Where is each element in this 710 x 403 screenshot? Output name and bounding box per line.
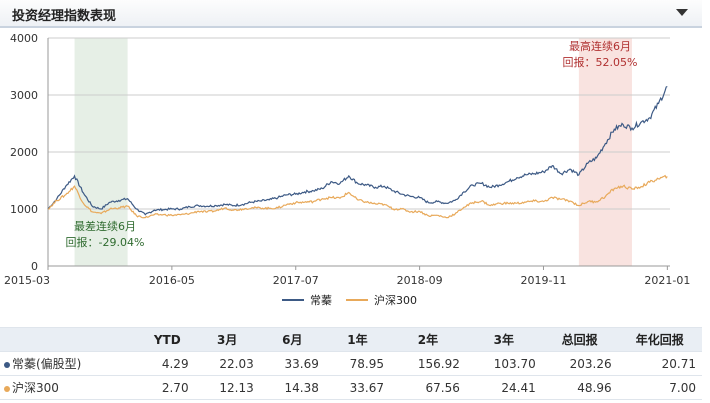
table-header <box>0 327 140 352</box>
table-header: 1年 <box>324 327 390 352</box>
table-cell: 22.03 <box>194 351 260 376</box>
table-header: 2年 <box>390 327 466 352</box>
table-header: 3月 <box>194 327 260 352</box>
x-tick-label: 2018-09 <box>397 274 443 287</box>
performance-chart: 0 1000 2000 3000 4000 2015-03 2016-05 2017-07 20… <box>4 32 690 307</box>
best-period-return: 回报：52.05% <box>563 55 638 69</box>
table-header: 3年 <box>465 327 542 352</box>
table-cell: 14.38 <box>259 375 325 400</box>
row-name-cell: 常蓁(偏股型) <box>0 351 140 376</box>
table-cell: 67.56 <box>390 375 466 400</box>
table-cell: 156.92 <box>390 351 466 376</box>
x-tick-label: 2021-01 <box>644 274 690 287</box>
x-tick-label: 2017-07 <box>273 274 319 287</box>
table-cell: 12.13 <box>194 375 260 400</box>
y-tick-label: 2000 <box>10 146 38 159</box>
table-row: 常蓁(偏股型) 4.29 22.03 33.69 78.95 156.92 10… <box>0 351 702 376</box>
worst-period-label: 最差连续6月 <box>74 219 136 233</box>
best-period-label: 最高连续6月 <box>569 39 631 53</box>
table-cell: 78.95 <box>324 351 390 376</box>
x-tick-label: 2015-03 <box>4 274 50 287</box>
worst-period-return: 回报：-29.04% <box>66 235 145 249</box>
table-cell: 20.71 <box>617 351 702 376</box>
x-tick-label: 2016-05 <box>149 274 195 287</box>
table-cell: 48.96 <box>541 375 618 400</box>
legend-label-changzhen: 常蓁 <box>310 294 332 307</box>
series1-bullet-icon <box>4 361 10 368</box>
series-line-hs300 <box>47 174 668 219</box>
panel-header: 投资经理指数表现 <box>0 0 702 28</box>
y-tick-label: 4000 <box>10 32 38 45</box>
table-header: 年化回报 <box>617 327 702 352</box>
table-header: 总回报 <box>541 327 618 352</box>
row-name: 常蓁(偏股型) <box>12 357 82 371</box>
x-tick-label: 2019-11 <box>520 274 566 287</box>
table-cell: 103.70 <box>465 351 542 376</box>
table-row: 沪深300 2.70 12.13 14.38 33.67 67.56 24.41… <box>0 375 702 400</box>
table-cell: 7.00 <box>617 375 702 400</box>
table-header: 6月 <box>259 327 325 352</box>
y-tick-label: 1000 <box>10 203 38 216</box>
returns-table: YTD 3月 6月 1年 2年 3年 总回报 年化回报 常蓁(偏股型) 4.29… <box>0 327 702 400</box>
table-header-row: YTD 3月 6月 1年 2年 3年 总回报 年化回报 <box>0 327 702 352</box>
series-line-changzhen <box>47 85 668 216</box>
table-cell: 4.29 <box>140 351 195 376</box>
panel-title: 投资经理指数表现 <box>12 9 117 24</box>
y-tick-label: 0 <box>31 260 38 273</box>
table-header: YTD <box>140 327 195 352</box>
legend-label-hs300: 沪深300 <box>374 293 417 307</box>
y-tick-label: 3000 <box>10 89 38 102</box>
row-name: 沪深300 <box>12 381 59 395</box>
table-cell: 2.70 <box>140 375 195 400</box>
table-cell: 33.67 <box>324 375 390 400</box>
table-cell: 33.69 <box>259 351 325 376</box>
collapse-arrow-icon[interactable] <box>676 9 688 16</box>
table-cell: 24.41 <box>465 375 542 400</box>
table-cell: 203.26 <box>541 351 618 376</box>
series2-bullet-icon <box>4 385 10 392</box>
row-name-cell: 沪深300 <box>0 375 140 400</box>
